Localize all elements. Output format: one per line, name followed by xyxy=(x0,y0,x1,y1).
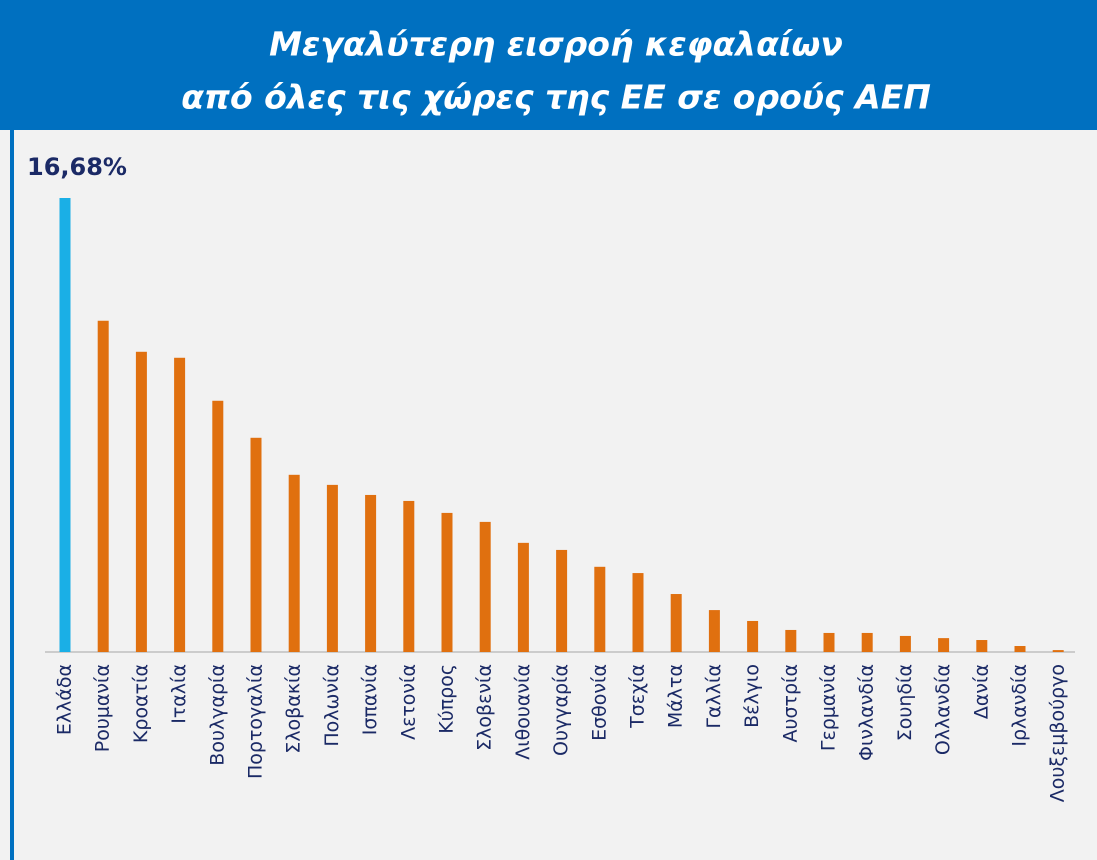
bar xyxy=(441,512,453,652)
x-tick-label: Ιταλία xyxy=(168,664,190,724)
chart-title: από όλες τις χώρες της ΕΕ σε ορούς ΑΕΠ xyxy=(181,78,931,117)
chart-title: Μεγαλύτερη εισροή κεφαλαίων xyxy=(269,25,843,64)
bar xyxy=(250,437,262,652)
bar xyxy=(326,484,338,652)
x-tick-label: Σλοβακία xyxy=(283,664,305,754)
x-tick-label: Εσθονία xyxy=(588,664,610,741)
x-tick-label: Λουξεμβούργο xyxy=(1047,664,1069,802)
x-tick-label: Κροατία xyxy=(130,664,152,743)
bar xyxy=(174,357,186,652)
bar xyxy=(976,640,988,652)
x-tick-label: Πορτογαλία xyxy=(245,664,267,779)
x-tick-label: Γερμανία xyxy=(818,664,840,751)
bar xyxy=(1014,646,1026,652)
x-tick-label: Αυστρία xyxy=(779,664,801,743)
x-tick-label: Πολωνία xyxy=(321,664,343,747)
x-tick-label: Σλοβενία xyxy=(474,664,496,751)
x-tick-label: Ολλανδία xyxy=(932,664,954,755)
x-tick-label: Δανία xyxy=(970,664,992,719)
x-tick-label: Μάλτα xyxy=(665,664,687,728)
x-tick-label: Τσεχία xyxy=(627,664,649,729)
bar xyxy=(1052,650,1064,652)
x-tick-label: Ισπανία xyxy=(359,664,381,735)
bar xyxy=(365,494,377,652)
bar xyxy=(479,521,491,652)
bar xyxy=(135,351,147,652)
bar xyxy=(861,632,873,652)
x-tick-label: Λιθουανία xyxy=(512,664,534,760)
bar xyxy=(97,320,109,652)
bar xyxy=(823,632,835,652)
data-label: 16,68% xyxy=(27,153,127,181)
x-tick-label: Ρουμανία xyxy=(92,664,114,752)
bar xyxy=(594,566,606,652)
bar xyxy=(212,400,224,652)
x-tick-label: Κύπρος xyxy=(436,664,458,734)
bar xyxy=(288,474,300,652)
bar xyxy=(708,610,720,652)
bar xyxy=(938,638,950,652)
x-tick-label: Γαλλία xyxy=(703,664,725,729)
bar xyxy=(670,594,682,652)
x-tick-label: Ιρλανδία xyxy=(1009,664,1031,747)
bar xyxy=(632,573,644,652)
bar xyxy=(403,500,415,652)
header xyxy=(0,0,1097,130)
x-tick-label: Ουγγαρία xyxy=(550,664,572,756)
bar xyxy=(747,620,759,652)
x-tick-label: Ελλάδα xyxy=(54,664,76,735)
bar xyxy=(785,629,797,652)
left-border xyxy=(10,130,14,860)
x-tick-label: Σουηδία xyxy=(894,664,916,741)
x-tick-label: Φινλανδία xyxy=(856,664,878,761)
bar xyxy=(899,635,911,652)
x-tick-label: Βέλγιο xyxy=(741,664,763,728)
bar xyxy=(517,542,529,652)
x-tick-label: Βουλγαρία xyxy=(206,664,228,766)
x-tick-label: Λετονία xyxy=(397,664,419,740)
bar xyxy=(59,198,71,652)
bar xyxy=(556,549,568,652)
